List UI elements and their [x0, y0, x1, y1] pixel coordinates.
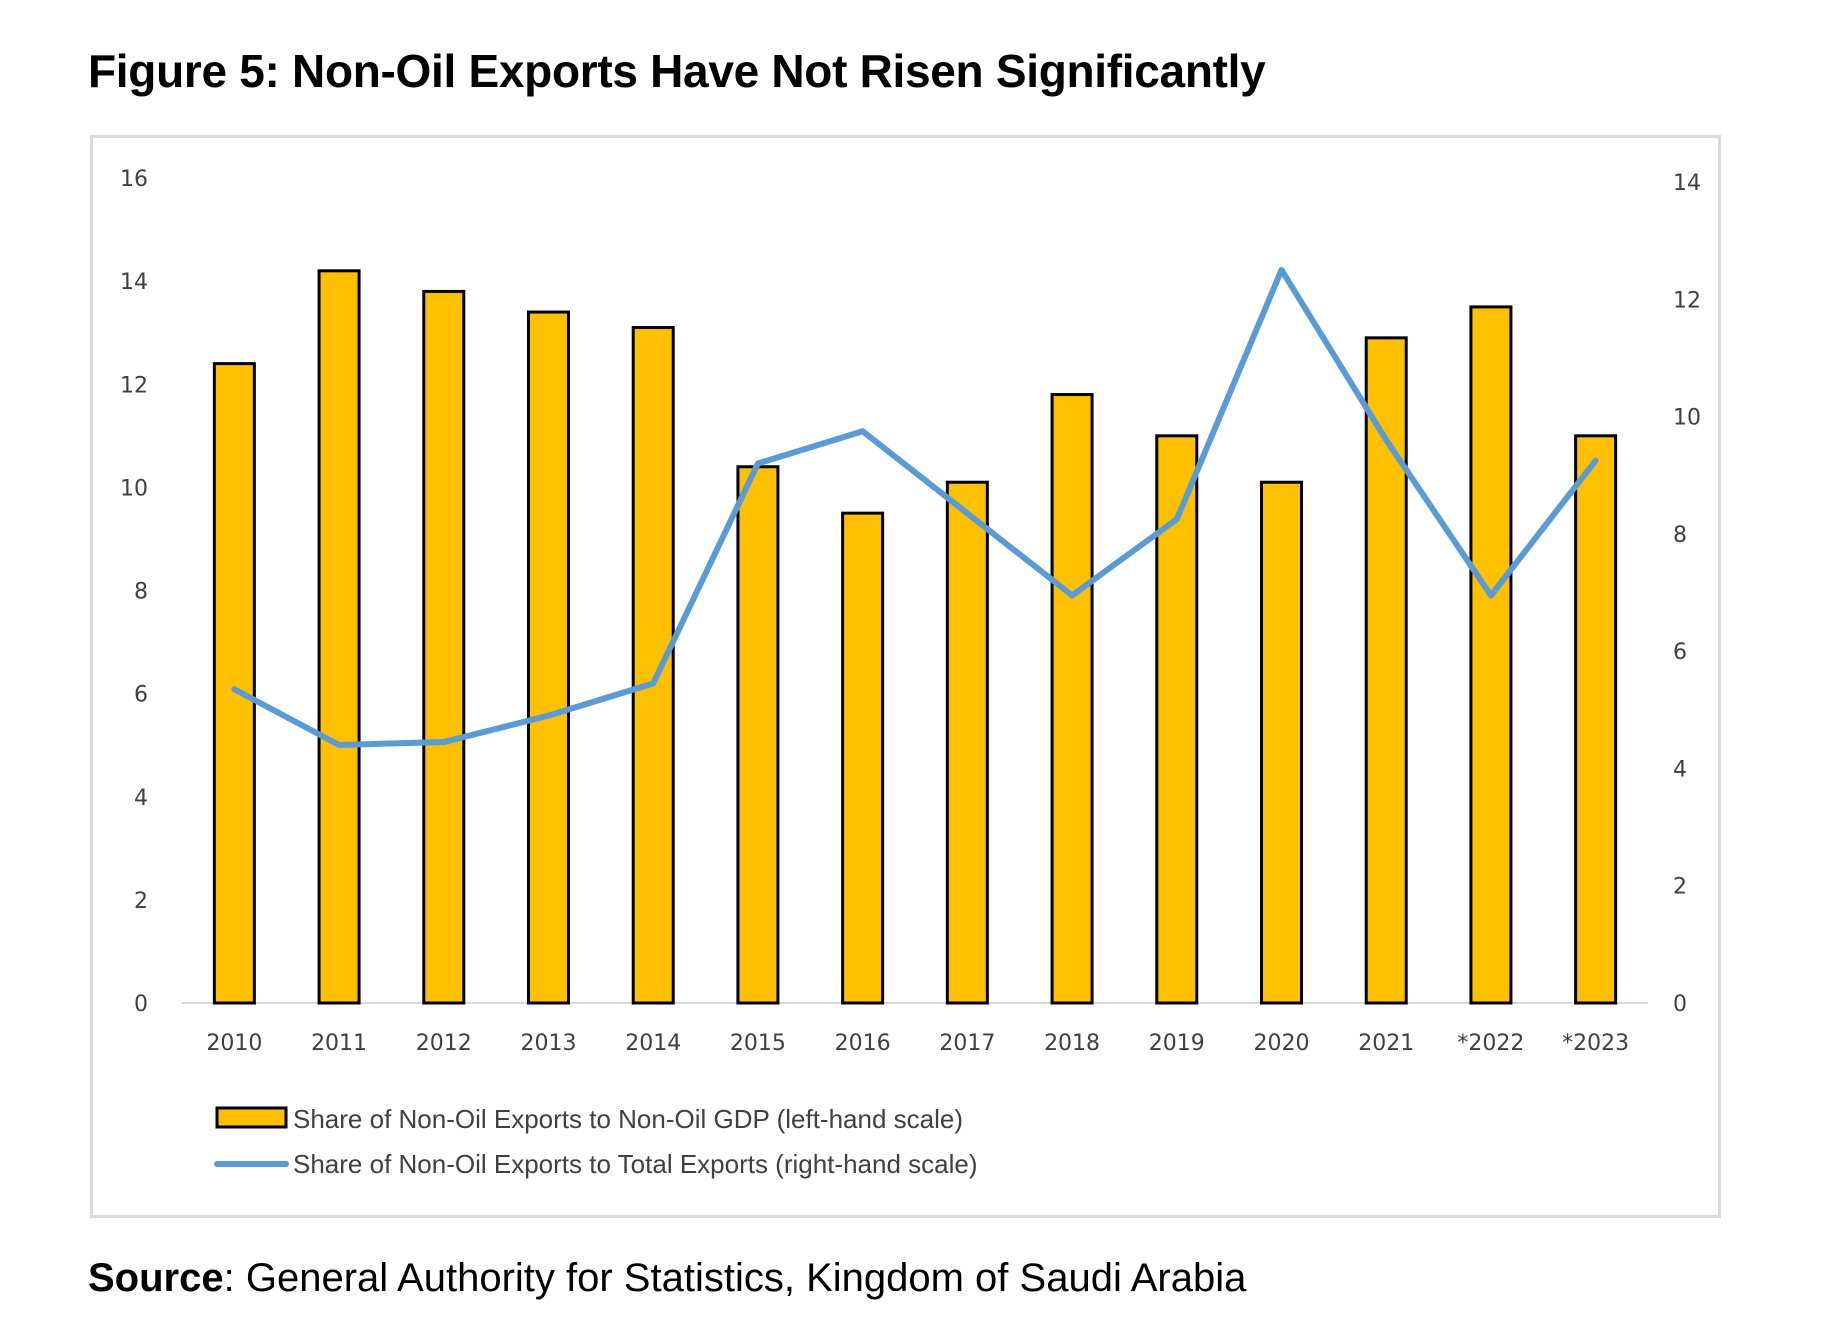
- x-tick-label: 2012: [416, 1031, 472, 1056]
- right-tick-label: 0: [1673, 992, 1687, 1017]
- right-axis-ticks: 0 2 4 6 8 10 12 14: [1673, 171, 1701, 1017]
- chart-title: Figure 5: Non-Oil Exports Have Not Risen…: [88, 45, 1266, 97]
- x-axis-ticks: 2010 2011 2012 2013 2014 2015 2016 2017 2018 2019…: [206, 1031, 1629, 1056]
- left-axis-ticks: 0 2 4 6 8 10 12 14 16: [120, 167, 148, 1017]
- bar: [945, 480, 989, 1005]
- x-tick-label: 2021: [1358, 1031, 1414, 1056]
- left-tick-label: 10: [120, 476, 148, 501]
- x-tick-label: 2014: [625, 1031, 681, 1056]
- left-tick-label: 8: [134, 580, 148, 605]
- x-tick-label: 2018: [1044, 1031, 1100, 1056]
- bar: [1050, 393, 1094, 1005]
- bar: [1574, 434, 1618, 1005]
- right-tick-label: 8: [1673, 523, 1687, 548]
- bar-series: [212, 269, 1618, 1005]
- chart-frame: [90, 135, 1721, 1218]
- left-tick-label: 14: [120, 270, 148, 295]
- bar: [212, 362, 256, 1005]
- right-tick-label: 10: [1673, 406, 1701, 431]
- right-tick-label: 2: [1673, 875, 1687, 900]
- right-tick-label: 12: [1673, 288, 1701, 313]
- legend-line-label: Share of Non-Oil Exports to Total Export…: [293, 1149, 978, 1179]
- left-tick-label: 4: [134, 786, 148, 811]
- left-tick-label: 2: [134, 889, 148, 914]
- x-tick-label: *2023: [1562, 1031, 1629, 1056]
- bar: [1469, 305, 1513, 1005]
- legend: Share of Non-Oil Exports to Non-Oil GDP …: [214, 1104, 978, 1179]
- bar: [527, 310, 570, 1005]
- x-tick-label: 2016: [835, 1031, 891, 1056]
- x-tick-label: 2019: [1149, 1031, 1205, 1056]
- right-tick-label: 4: [1673, 757, 1687, 782]
- bar: [736, 465, 780, 1005]
- legend-bar-label: Share of Non-Oil Exports to Non-Oil GDP …: [293, 1104, 963, 1134]
- x-tick-label: 2010: [206, 1031, 262, 1056]
- left-tick-label: 12: [120, 373, 148, 398]
- bar: [1364, 336, 1408, 1005]
- left-tick-label: 6: [134, 683, 148, 708]
- x-tick-label: 2013: [521, 1031, 577, 1056]
- source-note: Source: General Authority for Statistics…: [88, 1256, 1246, 1301]
- source-text: : General Authority for Statistics, King…: [223, 1256, 1247, 1300]
- left-tick-label: 16: [120, 167, 148, 192]
- right-tick-label: 14: [1673, 171, 1701, 196]
- source-label: Source: [88, 1256, 224, 1300]
- bar: [1260, 480, 1303, 1005]
- bar: [422, 289, 466, 1005]
- x-tick-label: 2017: [939, 1031, 995, 1056]
- x-tick-label: *2022: [1457, 1031, 1524, 1056]
- x-tick-label: 2015: [730, 1031, 786, 1056]
- bar: [317, 269, 361, 1005]
- bar: [631, 326, 675, 1005]
- bar: [841, 511, 885, 1005]
- right-tick-label: 6: [1673, 640, 1687, 665]
- x-tick-label: 2020: [1254, 1031, 1310, 1056]
- left-tick-label: 0: [134, 992, 148, 1017]
- line-series: [231, 266, 1599, 748]
- x-tick-label: 2011: [311, 1031, 367, 1056]
- legend-bar-swatch: [215, 1106, 288, 1129]
